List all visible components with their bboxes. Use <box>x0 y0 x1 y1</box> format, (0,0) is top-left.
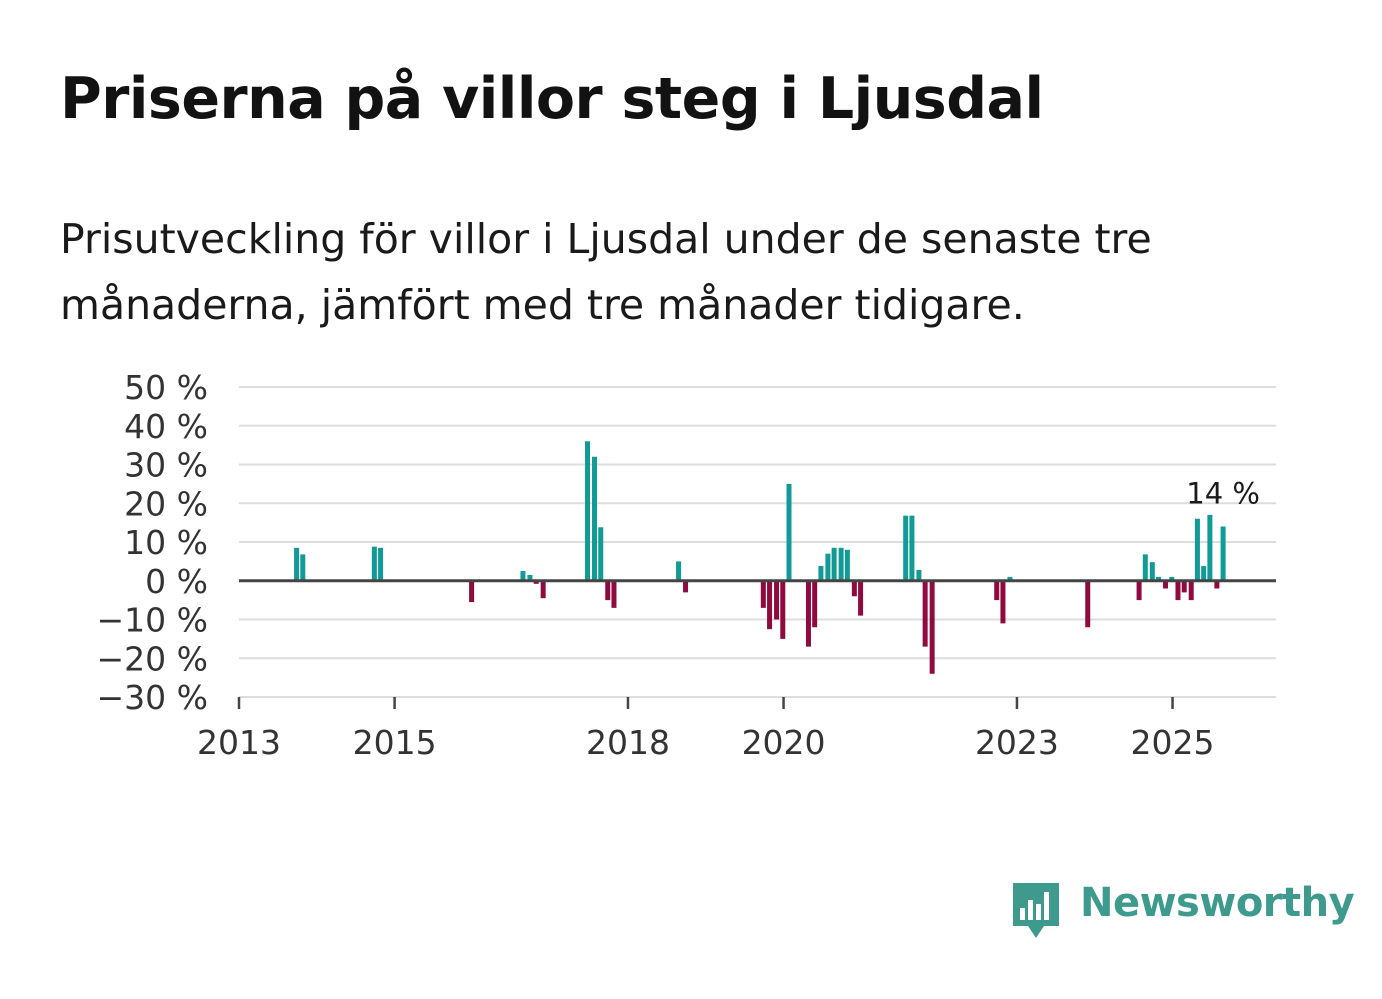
bar-positive <box>1169 576 1175 581</box>
bar-positive <box>378 547 384 581</box>
newsworthy-logo: Newsworthy <box>1010 878 1355 942</box>
x-tick-label: 2013 <box>197 723 281 762</box>
x-tick-label: 2015 <box>353 723 437 762</box>
bar-positive <box>1007 576 1013 581</box>
bar-positive <box>1220 526 1226 581</box>
bar-positive <box>371 546 377 581</box>
bar-negative <box>469 580 475 603</box>
chart-title: Priserna på villor steg i Ljusdal <box>60 66 1044 132</box>
bar-positive <box>1207 514 1213 581</box>
bar-chart-icon <box>1013 883 1059 938</box>
bar-negative <box>1085 580 1091 628</box>
bar-positive <box>598 527 604 581</box>
chart-subtitle: Prisutveckling för villor i Ljusdal unde… <box>60 215 1152 329</box>
bar-chart: 50 %40 %30 %20 %10 %0 %−10 %−20 %−30 % 20… <box>97 368 1276 762</box>
value-annotation: 14 % <box>1186 477 1260 511</box>
bar-negative <box>533 580 539 584</box>
bar-positive <box>520 571 526 581</box>
bar-positive <box>527 574 533 581</box>
bar-negative <box>774 580 780 620</box>
bar-negative <box>922 580 928 647</box>
bar-positive <box>1156 576 1162 581</box>
x-tick-label: 2023 <box>975 723 1059 762</box>
bar-positive <box>838 547 844 581</box>
bar-negative <box>1181 580 1187 593</box>
bar-negative <box>994 580 1000 601</box>
bar-positive <box>1142 554 1148 581</box>
bar-positive <box>676 561 682 581</box>
bar-negative <box>858 580 864 616</box>
x-tick-label: 2025 <box>1131 723 1215 762</box>
bar-negative <box>1000 580 1006 624</box>
bar-positive <box>825 553 831 581</box>
bar-positive <box>786 483 792 581</box>
x-tick-label: 2018 <box>586 723 670 762</box>
bar-positive <box>818 566 824 581</box>
bar-negative <box>605 580 611 601</box>
y-tick-label: 40 % <box>124 407 208 446</box>
y-tick-label: −30 % <box>97 678 209 717</box>
y-tick-label: 10 % <box>124 523 208 562</box>
bar-positive <box>903 515 909 581</box>
bar-negative <box>1136 580 1142 601</box>
bar-positive <box>585 441 591 581</box>
y-tick-label: 30 % <box>124 446 208 485</box>
bar-positive <box>294 547 300 581</box>
y-tick-label: 50 % <box>124 368 208 407</box>
y-tick-label: 0 % <box>145 562 208 601</box>
bar-positive <box>1194 518 1200 581</box>
bar-negative <box>1163 580 1169 589</box>
bar-negative <box>851 580 857 597</box>
bar-negative <box>929 580 935 674</box>
bar-positive <box>916 569 922 581</box>
bar-positive <box>831 547 837 581</box>
bar-negative <box>540 580 546 599</box>
bar-negative <box>611 580 617 608</box>
y-tick-label: −10 % <box>97 601 209 640</box>
brand-name: Newsworthy <box>1080 880 1355 926</box>
bar-negative <box>760 580 766 608</box>
bars <box>294 441 1226 674</box>
bar-negative <box>1188 580 1194 601</box>
bar-positive <box>844 549 850 581</box>
bar-negative <box>767 580 773 630</box>
bar-negative <box>1175 580 1181 601</box>
y-tick-label: 20 % <box>124 484 208 523</box>
bar-negative <box>805 580 811 647</box>
gridlines <box>239 386 1276 698</box>
bar-negative <box>1214 580 1220 589</box>
labels: 50 %40 %30 %20 %10 %0 %−10 %−20 %−30 % 20… <box>97 368 1260 762</box>
bar-positive <box>592 456 598 581</box>
bar-negative <box>780 580 786 639</box>
bar-positive <box>1201 566 1207 581</box>
y-tick-label: −20 % <box>97 639 209 678</box>
bar-positive <box>1149 562 1155 581</box>
x-tick-label: 2020 <box>742 723 826 762</box>
axes <box>237 579 1276 709</box>
bar-negative <box>683 580 689 593</box>
bar-positive <box>300 554 306 581</box>
bar-negative <box>812 580 818 628</box>
bar-positive <box>909 515 915 581</box>
